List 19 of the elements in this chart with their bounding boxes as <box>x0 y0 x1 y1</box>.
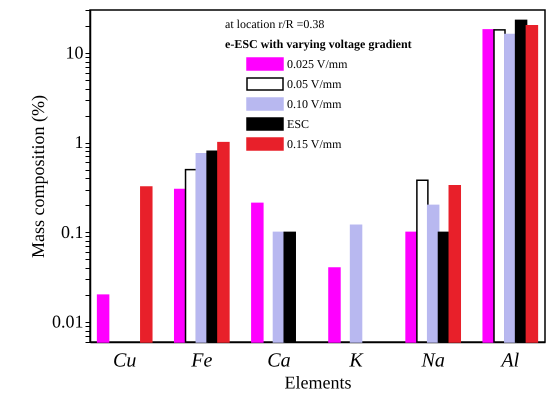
x-tick-label: Fe <box>190 350 212 372</box>
x-axis-title: Elements <box>284 372 352 392</box>
legend-label: 0.05 V/mm <box>287 77 342 91</box>
annotation: e-ESC with varying voltage gradient <box>225 37 412 51</box>
legend-label: ESC <box>287 117 310 131</box>
legend-label: 0.15 V/mm <box>287 137 342 151</box>
x-tick-label: Al <box>499 350 520 372</box>
legend-title: at location r/R =0.38 <box>225 17 324 31</box>
legend-label: 0.10 V/mm <box>287 97 342 111</box>
x-tick-label: Na <box>420 350 445 372</box>
x-tick-label: Ca <box>267 350 291 372</box>
y-tick-label: 0.1 <box>61 222 84 242</box>
y-tick-label: 1 <box>74 132 84 152</box>
x-tick-label: Cu <box>113 350 136 372</box>
x-tick-label: K <box>348 350 364 372</box>
y-tick-label: 10 <box>66 42 84 62</box>
legend-label: 0.025 V/mm <box>287 57 348 71</box>
y-tick-label: 0.01 <box>52 312 84 332</box>
y-axis-title: Mass composition (%) <box>28 95 48 258</box>
